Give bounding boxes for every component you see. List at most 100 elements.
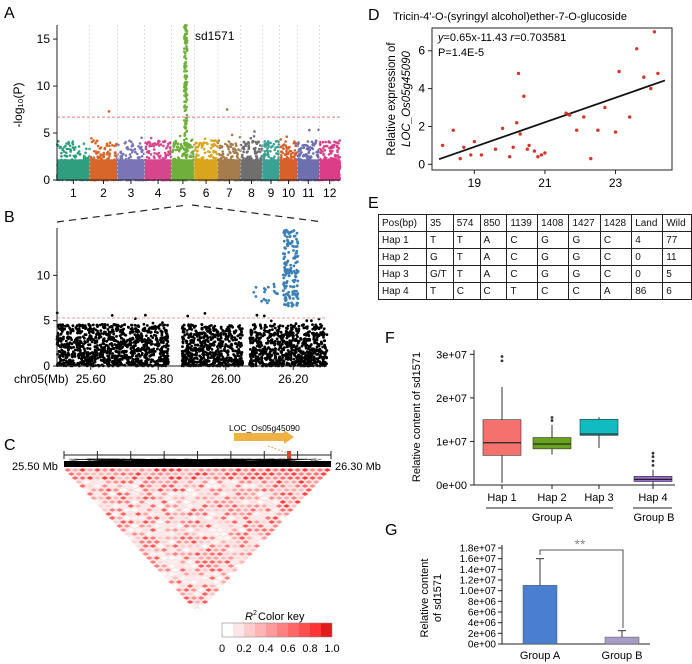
manhattan-point — [319, 151, 323, 155]
manhattan-point — [289, 152, 293, 156]
manhattan-point — [189, 143, 192, 147]
manhattan-peak-point — [183, 148, 186, 151]
manhattan-point — [335, 144, 339, 148]
regional-point — [268, 361, 272, 365]
manhattan-point — [251, 139, 255, 143]
regional-point — [107, 338, 110, 341]
manhattan-point — [245, 142, 248, 146]
regional-point — [321, 345, 325, 349]
regional-point — [126, 358, 129, 362]
manhattan-point — [172, 141, 176, 145]
manhattan-peak-point — [183, 55, 186, 59]
regional-point — [235, 338, 239, 341]
manhattan-point — [257, 140, 260, 144]
manhattan-point — [94, 141, 97, 145]
manhattan-x-tick-label: 6 — [203, 186, 210, 200]
manhattan-peak-point — [185, 156, 188, 160]
regional-point — [106, 323, 109, 327]
regional-point — [270, 333, 274, 337]
manhattan-point — [153, 151, 156, 155]
regional-point — [117, 350, 120, 354]
manhattan-point — [234, 144, 238, 147]
regional-point — [285, 336, 289, 340]
manhattan-point — [97, 150, 100, 154]
manhattan-point — [212, 142, 216, 146]
manhattan-peak-point — [184, 51, 187, 55]
manhattan-point — [242, 150, 245, 154]
manhattan-point — [306, 156, 310, 159]
manhattan-point — [152, 155, 156, 158]
manhattan-point — [140, 155, 144, 158]
manhattan-point — [214, 150, 217, 153]
manhattan-point — [333, 140, 336, 144]
manhattan-point — [165, 146, 168, 150]
manhattan-point — [193, 143, 196, 147]
manhattan-point — [272, 142, 276, 146]
regional-point — [200, 327, 204, 331]
zoom-line-left — [56, 204, 188, 223]
manhattan-point — [108, 152, 112, 155]
regional-point — [131, 330, 135, 334]
manhattan-point — [166, 144, 169, 148]
manhattan-point — [105, 142, 109, 146]
regional-point — [130, 323, 133, 327]
manhattan-point — [103, 147, 106, 151]
manhattan-point — [234, 142, 238, 145]
manhattan-point — [314, 140, 318, 144]
regional-point — [278, 340, 282, 344]
manhattan-point — [265, 143, 268, 147]
manhattan-point — [156, 153, 159, 156]
regional-point — [189, 339, 193, 343]
manhattan-point — [266, 147, 269, 150]
regional-point — [88, 347, 92, 351]
manhattan-peak-point — [184, 91, 188, 95]
regional-point — [142, 329, 146, 333]
manhattan-x-tick-label: 11 — [302, 186, 315, 200]
regional-point — [213, 351, 217, 355]
manhattan-point — [279, 145, 283, 149]
manhattan-point — [129, 148, 132, 151]
regional-point — [86, 347, 89, 350]
regional-point — [269, 353, 272, 357]
regional-point — [100, 345, 103, 349]
manhattan-point — [255, 156, 259, 160]
regional-point — [84, 326, 88, 329]
manhattan-point — [321, 140, 325, 144]
manhattan-point — [229, 142, 233, 146]
manhattan-point — [267, 145, 271, 148]
manhattan-point — [267, 155, 271, 159]
manhattan-point — [67, 142, 70, 146]
regional-point — [110, 314, 114, 317]
regional-point — [206, 356, 210, 360]
manhattan-base-band — [57, 159, 90, 180]
regional-point — [231, 338, 235, 342]
manhattan-y-tick-label: 0 — [43, 173, 50, 187]
regional-point — [273, 339, 277, 343]
regional-point — [181, 345, 184, 348]
manhattan-point — [134, 150, 137, 154]
manhattan-point — [249, 136, 253, 140]
regional-point — [205, 347, 209, 351]
regional-point — [285, 326, 288, 330]
manhattan-point — [197, 143, 201, 147]
manhattan-base-band — [218, 159, 241, 180]
regional-point — [117, 341, 121, 345]
regional-point — [59, 345, 63, 349]
manhattan-x-tick-label: 4 — [155, 186, 162, 200]
regional-point — [213, 335, 217, 339]
regional-point — [276, 329, 280, 333]
regional-point — [60, 323, 64, 327]
regional-point — [295, 344, 299, 348]
regional-point — [185, 329, 189, 332]
regional-point — [304, 354, 308, 357]
regional-point — [183, 333, 187, 337]
regional-point — [192, 360, 196, 364]
regional-point — [314, 323, 318, 327]
regional-point — [81, 324, 85, 328]
manhattan-point — [106, 150, 110, 154]
regional-point — [67, 353, 71, 356]
manhattan-y-tick-label: 10 — [37, 79, 51, 93]
regional-point — [102, 332, 105, 336]
manhattan-point — [206, 150, 210, 153]
manhattan-point — [124, 154, 128, 157]
